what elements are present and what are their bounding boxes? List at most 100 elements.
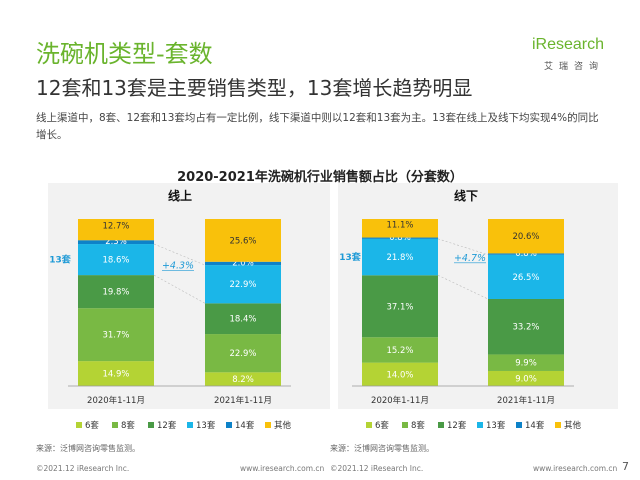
- category-label: 2021年1-11月: [214, 395, 272, 406]
- logo-brand: iResearch: [532, 36, 605, 53]
- source-note-left: 来源：泛博网咨询零售监测。: [36, 444, 140, 453]
- legend-swatch: [402, 422, 408, 428]
- bar-segment: [362, 219, 438, 238]
- legend-swatch: [265, 422, 271, 428]
- legend-swatch: [226, 422, 232, 428]
- footer-copyright-left: ©2021.12 iResearch Inc.: [36, 464, 130, 473]
- bar-segment: [205, 334, 281, 373]
- connector-line: [153, 243, 206, 266]
- legend-label: 8套: [411, 420, 425, 431]
- bar-segment: [362, 337, 438, 363]
- data-label: 0.8%: [515, 249, 537, 259]
- legend-swatch: [366, 422, 372, 428]
- bar-segment: [362, 362, 438, 386]
- data-label: 14.0%: [386, 370, 413, 380]
- legend-label: 14套: [525, 420, 545, 431]
- data-label: 9.9%: [515, 359, 537, 369]
- legend-label: 8套: [121, 420, 135, 431]
- data-label: 15.2%: [386, 346, 413, 356]
- page-description: 线上渠道中，8套、12套和13套均占有一定比例，线下渠道中则以12套和13套为主…: [36, 112, 599, 141]
- category-label: 2020年1-11月: [371, 395, 429, 406]
- data-label: 0.8%: [389, 233, 411, 243]
- panel-title: 线下: [454, 188, 478, 203]
- legend-label: 6套: [375, 420, 389, 431]
- bar-segment: [488, 253, 564, 255]
- footer-website-right: www.iresearch.com.cn: [533, 464, 618, 473]
- bar-segment: [78, 308, 154, 362]
- legend-label: 12套: [157, 420, 177, 431]
- bar-segment: [362, 275, 438, 338]
- legend-swatch: [76, 422, 82, 428]
- bar-segment: [78, 275, 154, 309]
- bar-segment: [488, 354, 564, 371]
- data-label: 33.2%: [512, 323, 539, 333]
- bar-segment: [78, 361, 154, 386]
- legend-swatch: [148, 422, 154, 428]
- legend-label: 其他: [274, 420, 292, 431]
- bar-segment: [488, 219, 564, 254]
- legend-label: 其他: [564, 420, 582, 431]
- logo-tagline: 艾瑞咨询: [544, 62, 605, 72]
- chart-title: 2020-2021年洗碗机行业销售额占比（分套数）: [177, 170, 463, 185]
- iresearch-logo: iResearch 艾瑞咨询: [532, 36, 612, 76]
- connector-line: [437, 238, 489, 256]
- legend-swatch: [477, 422, 483, 428]
- data-label: 2.0%: [232, 258, 254, 268]
- legend-swatch: [112, 422, 118, 428]
- legend-label: 13套: [486, 420, 506, 431]
- bar-segment: [205, 265, 281, 304]
- category-label: 2020年1-11月: [87, 395, 145, 406]
- bar-segment: [78, 219, 154, 241]
- data-label: 22.9%: [229, 349, 256, 359]
- data-label: 31.7%: [102, 331, 129, 341]
- bar-segment: [78, 244, 154, 276]
- bar-segment: [205, 219, 281, 262]
- bar-segment: [362, 238, 438, 276]
- growth-label: +4.3%: [162, 261, 194, 272]
- bar-segment: [205, 372, 281, 386]
- data-label: 20.6%: [512, 232, 539, 242]
- data-label: 18.6%: [102, 256, 129, 266]
- data-label: 22.9%: [229, 280, 256, 290]
- legend-label: 6套: [85, 420, 99, 431]
- connector-line: [437, 275, 489, 300]
- data-label: 18.4%: [229, 315, 256, 325]
- data-label: 19.8%: [102, 288, 129, 298]
- data-label: 8.2%: [232, 375, 254, 385]
- legend-swatch: [187, 422, 193, 428]
- legend-swatch: [555, 422, 561, 428]
- data-label: 2.3%: [105, 237, 127, 247]
- panel-title: 线上: [168, 188, 192, 203]
- growth-label: +4.7%: [454, 253, 486, 264]
- data-label: 37.1%: [386, 302, 413, 312]
- bar-segment: [78, 240, 154, 245]
- legend-label: 13套: [196, 420, 216, 431]
- bar-segment: [205, 303, 281, 335]
- data-label: 26.5%: [512, 273, 539, 283]
- highlight-series-label: 13套: [49, 254, 72, 266]
- data-label: 9.0%: [515, 374, 537, 384]
- data-label: 12.7%: [102, 222, 129, 232]
- footer-copyright-right: ©2021.12 iResearch Inc.: [330, 464, 424, 473]
- legend-swatch: [516, 422, 522, 428]
- highlight-series-label: 13套: [339, 251, 362, 263]
- bar-segment: [488, 370, 564, 386]
- page-number: 7: [622, 460, 629, 473]
- data-label: 11.1%: [386, 220, 413, 230]
- legend-label: 14套: [235, 420, 255, 431]
- legend-swatch: [438, 422, 444, 428]
- footer-website-left: www.iresearch.com.cn: [240, 464, 325, 473]
- data-label: 21.8%: [386, 253, 413, 263]
- bar-segment: [488, 298, 564, 355]
- page-title: 洗碗机类型-套数: [36, 40, 213, 68]
- data-label: 14.9%: [102, 370, 129, 380]
- source-note-right: 来源：泛博网咨询零售监测。: [330, 444, 434, 453]
- data-label: 25.6%: [229, 236, 256, 246]
- page-subtitle: 12套和13套是主要销售类型，13套增长趋势明显: [36, 76, 473, 100]
- legend-label: 12套: [447, 420, 467, 431]
- bar-segment: [488, 254, 564, 299]
- bar-segment: [362, 237, 438, 239]
- bar-segment: [205, 261, 281, 266]
- connector-line: [153, 274, 206, 304]
